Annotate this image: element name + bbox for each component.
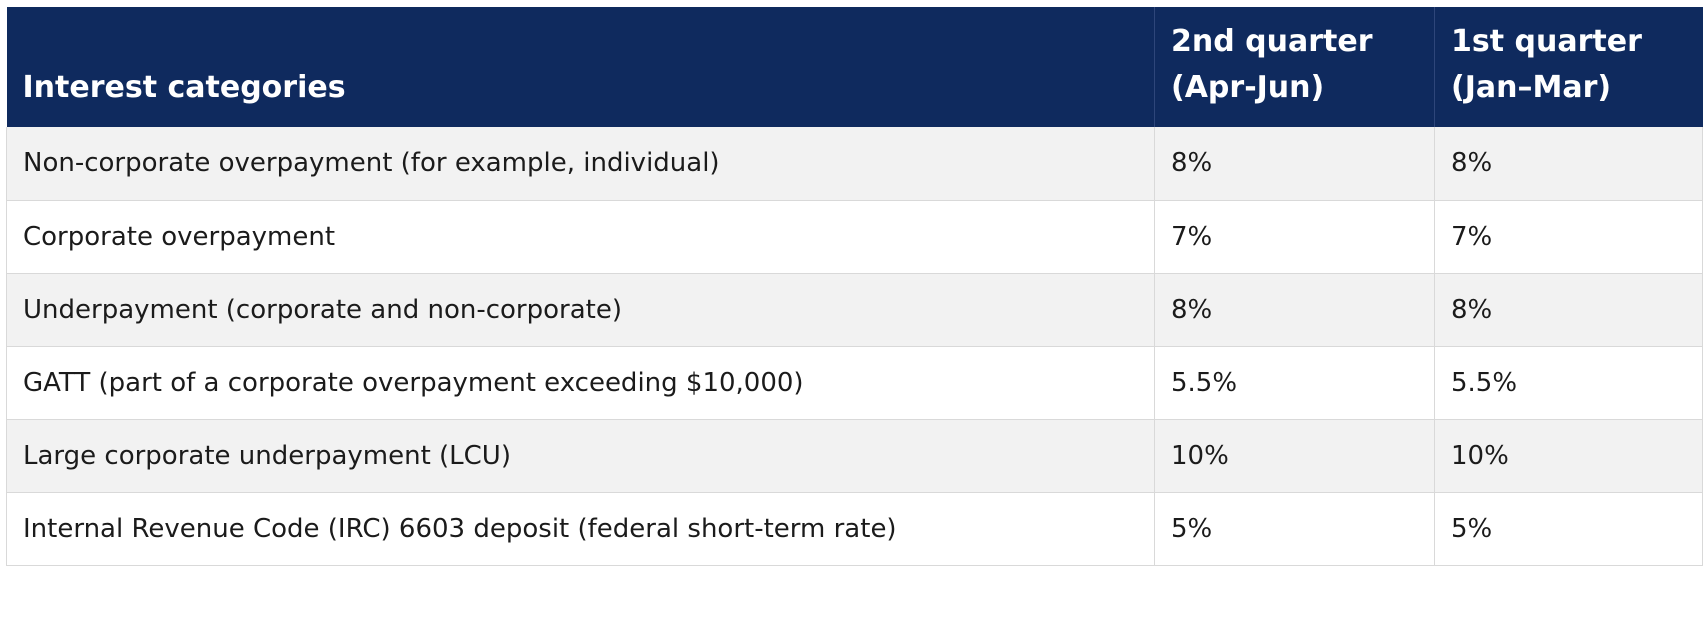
cell-category: Corporate overpayment <box>6 200 1155 274</box>
cell-q1-rate: 5% <box>1434 492 1703 566</box>
table-row: Internal Revenue Code (IRC) 6603 deposit… <box>6 492 1703 566</box>
cell-q2-rate: 10% <box>1154 419 1435 493</box>
cell-category: Non-corporate overpayment (for example, … <box>6 127 1155 201</box>
cell-q1-rate: 5.5% <box>1434 346 1703 420</box>
table-row: Non-corporate overpayment (for example, … <box>6 127 1703 201</box>
cell-q2-rate: 8% <box>1154 127 1435 201</box>
cell-category: Large corporate underpayment (LCU) <box>6 419 1155 493</box>
cell-q2-rate: 7% <box>1154 200 1435 274</box>
header-1st-quarter-title: 1st quarter <box>1451 24 1642 59</box>
interest-rates-table: Interest categories 2nd quarter (Apr-Jun… <box>6 7 1703 566</box>
cell-category: GATT (part of a corporate overpayment ex… <box>6 346 1155 420</box>
cell-q2-rate: 8% <box>1154 273 1435 347</box>
table-row: Corporate overpayment 7% 7% <box>6 200 1703 274</box>
table-row: Underpayment (corporate and non-corporat… <box>6 273 1703 347</box>
table-row: GATT (part of a corporate overpayment ex… <box>6 346 1703 420</box>
cell-q1-rate: 10% <box>1434 419 1703 493</box>
cell-category: Internal Revenue Code (IRC) 6603 deposit… <box>6 492 1155 566</box>
header-1st-quarter: 1st quarter (Jan–Mar) <box>1434 7 1703 127</box>
header-2nd-quarter: 2nd quarter (Apr-Jun) <box>1154 7 1435 127</box>
interest-rates-table-container: Interest categories 2nd quarter (Apr-Jun… <box>6 7 1703 566</box>
cell-q1-rate: 8% <box>1434 273 1703 347</box>
header-2nd-quarter-months: (Apr-Jun) <box>1171 70 1325 105</box>
cell-q2-rate: 5% <box>1154 492 1435 566</box>
table-row: Large corporate underpayment (LCU) 10% 1… <box>6 419 1703 493</box>
cell-category: Underpayment (corporate and non-corporat… <box>6 273 1155 347</box>
cell-q1-rate: 7% <box>1434 200 1703 274</box>
header-interest-categories: Interest categories <box>6 7 1155 127</box>
cell-q2-rate: 5.5% <box>1154 346 1435 420</box>
header-interest-categories-label: Interest categories <box>22 70 346 105</box>
header-2nd-quarter-title: 2nd quarter <box>1171 24 1373 59</box>
cell-q1-rate: 8% <box>1434 127 1703 201</box>
table-header-row: Interest categories 2nd quarter (Apr-Jun… <box>6 7 1703 127</box>
header-1st-quarter-months: (Jan–Mar) <box>1451 70 1612 105</box>
